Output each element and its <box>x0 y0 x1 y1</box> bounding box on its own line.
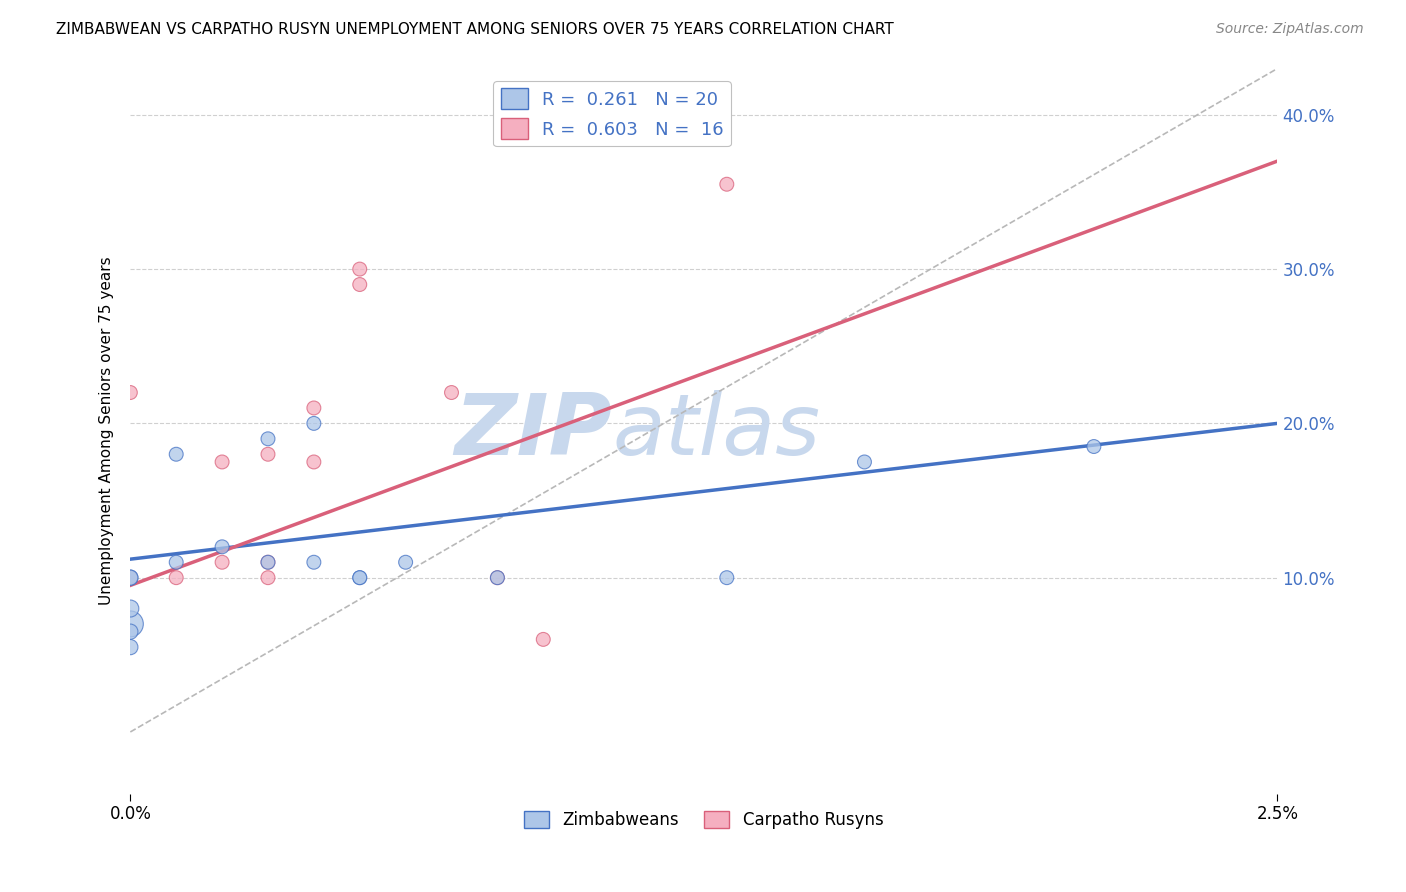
Point <box>349 571 371 585</box>
Point <box>394 555 416 569</box>
Point <box>716 178 738 192</box>
Point <box>349 262 371 277</box>
Point <box>211 555 233 569</box>
Point <box>257 555 280 569</box>
Point <box>716 571 738 585</box>
Point <box>120 640 142 654</box>
Point <box>257 447 280 461</box>
Point <box>165 571 187 585</box>
Point <box>120 385 142 400</box>
Point <box>349 571 371 585</box>
Point <box>440 385 463 400</box>
Point <box>853 455 876 469</box>
Point <box>120 624 142 639</box>
Point <box>211 455 233 469</box>
Point <box>486 571 509 585</box>
Point <box>165 555 187 569</box>
Point <box>257 555 280 569</box>
Y-axis label: Unemployment Among Seniors over 75 years: Unemployment Among Seniors over 75 years <box>100 257 114 606</box>
Text: ZIP: ZIP <box>454 390 612 473</box>
Point <box>1083 440 1105 454</box>
Point <box>257 571 280 585</box>
Point <box>349 277 371 292</box>
Point <box>120 617 142 632</box>
Point <box>120 571 142 585</box>
Point <box>302 417 325 431</box>
Point <box>120 571 142 585</box>
Point <box>302 455 325 469</box>
Legend: R =  0.261   N = 20, R =  0.603   N =  16: R = 0.261 N = 20, R = 0.603 N = 16 <box>494 81 731 146</box>
Point <box>120 571 142 585</box>
Point <box>211 540 233 554</box>
Point <box>302 555 325 569</box>
Point <box>486 571 509 585</box>
Point <box>531 632 554 647</box>
Text: Source: ZipAtlas.com: Source: ZipAtlas.com <box>1216 22 1364 37</box>
Text: ZIMBABWEAN VS CARPATHO RUSYN UNEMPLOYMENT AMONG SENIORS OVER 75 YEARS CORRELATIO: ZIMBABWEAN VS CARPATHO RUSYN UNEMPLOYMEN… <box>56 22 894 37</box>
Point <box>257 432 280 446</box>
Point <box>302 401 325 415</box>
Point <box>165 447 187 461</box>
Point <box>120 601 142 615</box>
Text: atlas: atlas <box>612 390 820 473</box>
